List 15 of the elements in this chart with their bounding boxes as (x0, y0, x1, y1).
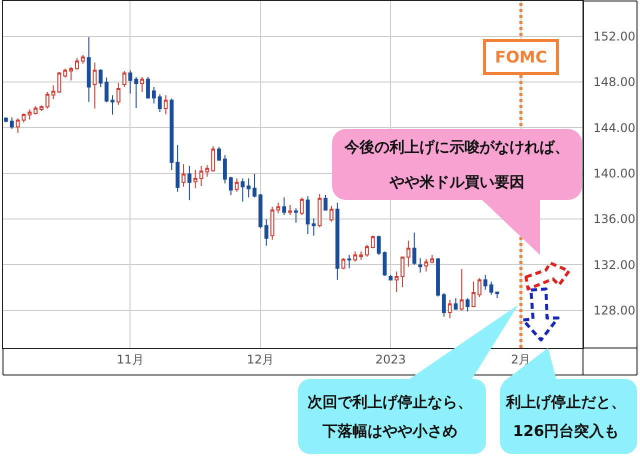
y-tick-label: 140.00 (593, 166, 636, 181)
text: 利上げ停止だと、126円台突入も (504, 392, 627, 442)
y-tick-label: 128.00 (593, 304, 636, 318)
x-tick-label: 2023 (375, 352, 406, 366)
x-tick-label: 2月 (511, 352, 531, 366)
x-tick-label: 11月 (116, 352, 144, 366)
text: 次回で利上げ停止なら、下落幅はやや小さめ (306, 392, 474, 442)
y-tick-label: 152.00 (593, 30, 636, 44)
y-tick-label: 144.00 (593, 120, 636, 135)
ref-line-label: FOMC (494, 48, 548, 66)
x-tick-label: 12月 (246, 352, 274, 366)
y-tick-label: 136.00 (593, 212, 636, 226)
y-tick-label: 132.00 (593, 258, 636, 272)
annotation: 今後の利上げに示唆がなければ、やや米ドル買い要因 (343, 137, 570, 193)
y-tick-label: 148.00 (593, 75, 636, 90)
